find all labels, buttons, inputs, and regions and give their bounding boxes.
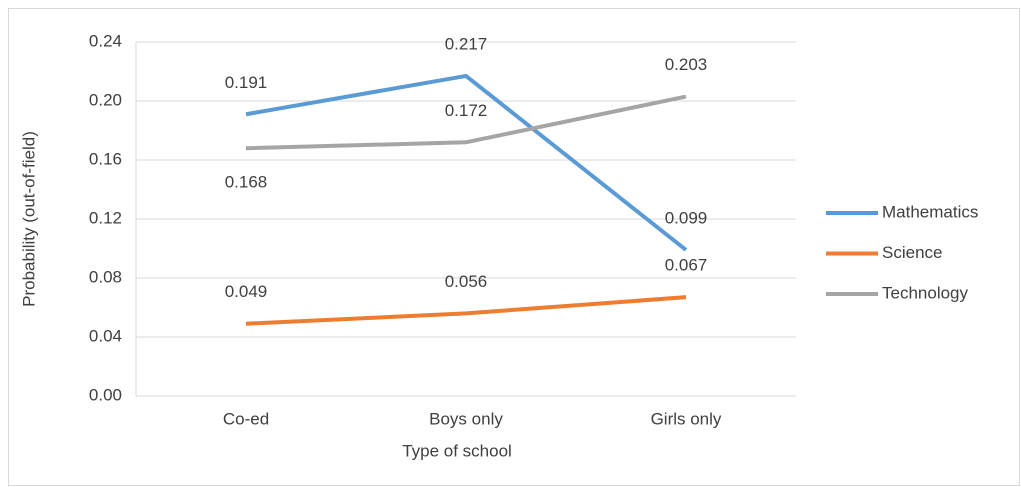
line [245,73,688,252]
x-tick-label: Co-ed [223,409,269,428]
y-tick-label: 0.24 [89,31,122,50]
data-label: 0.203 [665,55,708,74]
y-tick-label: 0.16 [89,149,122,168]
chart-border [8,8,1020,486]
data-label: 0.172 [445,101,488,120]
data-label: 0.056 [445,272,488,291]
legend-label: Science [882,243,942,262]
y-tick-label: 0.12 [89,208,122,227]
line [245,94,687,151]
data-label: 0.217 [445,34,488,53]
x-tick-label: Boys only [429,409,503,428]
y-axis-label: Probability (out-of-field) [19,131,38,307]
data-label: 0.168 [225,173,268,192]
y-tick-label: 0.08 [89,267,122,286]
data-label: 0.049 [225,282,268,301]
x-axis-label: Type of school [402,441,512,460]
data-label: 0.191 [225,73,268,92]
data-label: 0.067 [665,256,708,275]
legend-label: Technology [882,283,969,302]
legend-label: Mathematics [882,202,978,221]
y-tick-label: 0.20 [89,90,122,109]
y-tick-label: 0.04 [89,326,122,345]
data-label: 0.099 [665,208,708,227]
y-tick-label: 0.00 [89,385,122,404]
line [245,295,687,326]
x-tick-label: Girls only [651,409,722,428]
